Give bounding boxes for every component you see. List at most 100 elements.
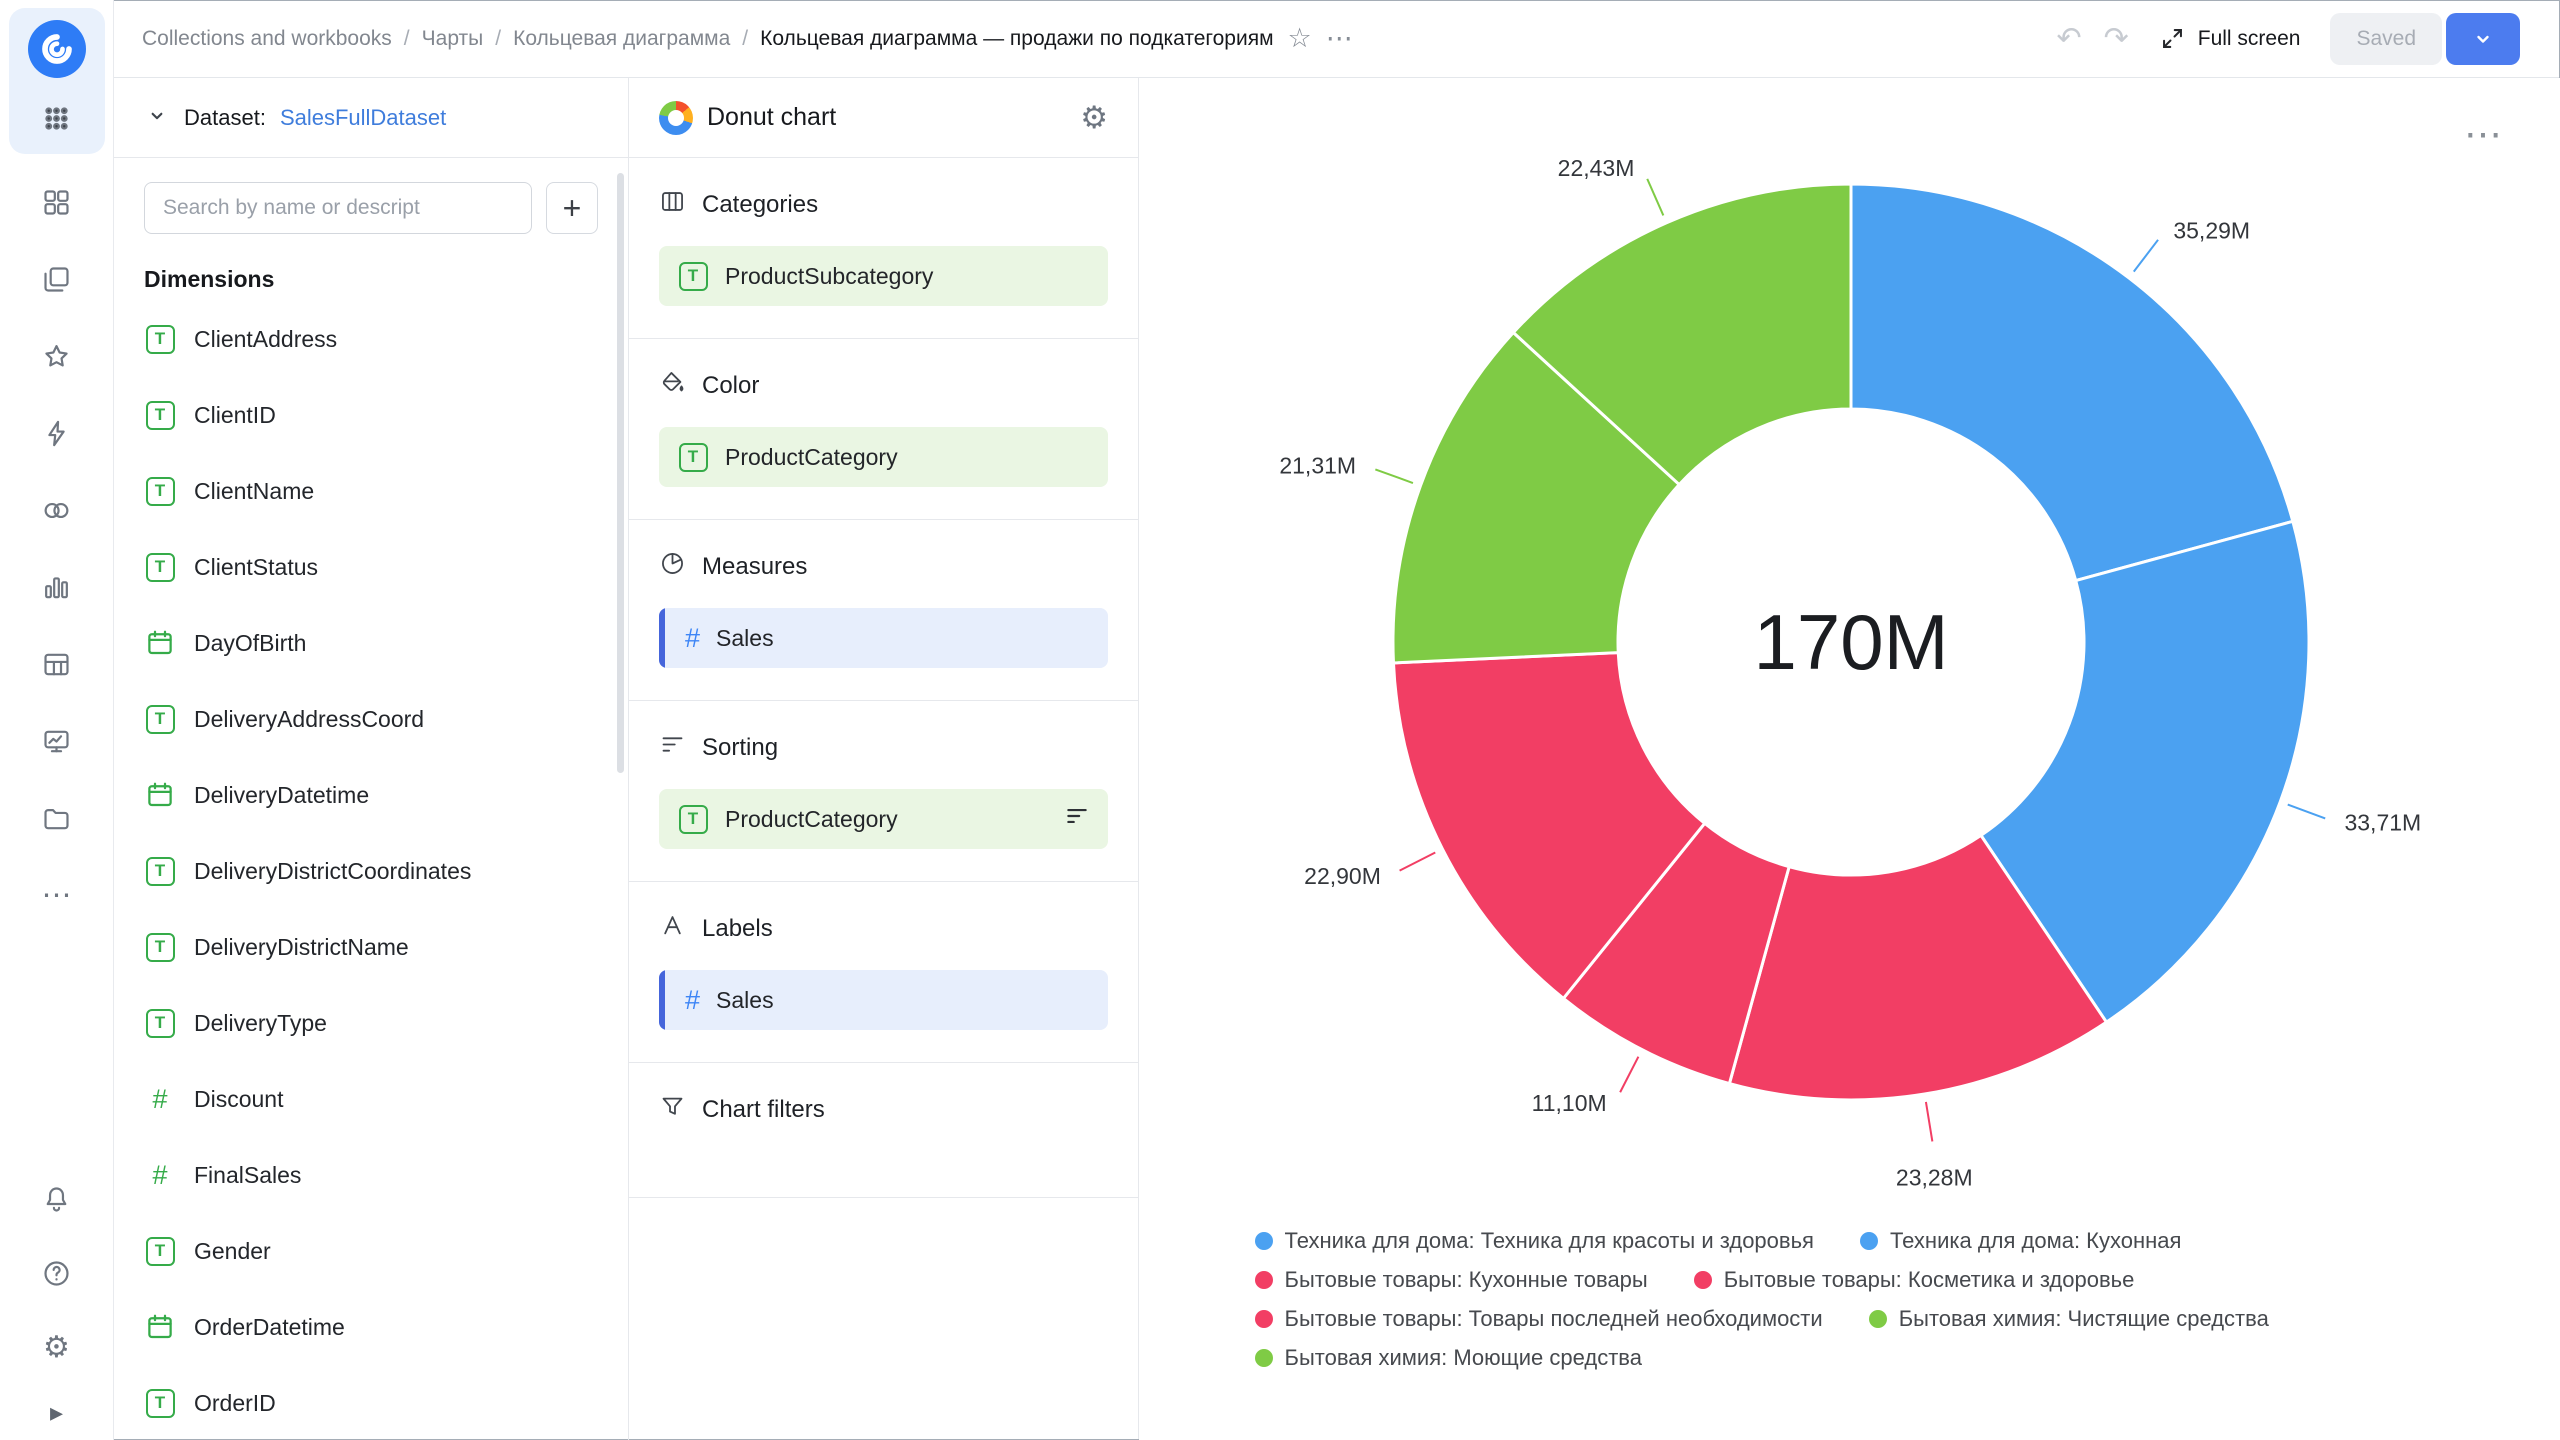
legend-item[interactable]: Бытовая химия: Моющие средства bbox=[1255, 1345, 1642, 1371]
field-item[interactable]: TDeliveryDistrictName bbox=[144, 909, 616, 985]
slice-value-label: 11,10M bbox=[1532, 1090, 1607, 1116]
text-field-icon: T bbox=[144, 857, 176, 886]
save-split-button: Saved bbox=[2330, 13, 2520, 65]
datalens-logo[interactable] bbox=[28, 20, 86, 78]
search-input[interactable] bbox=[144, 182, 532, 234]
legend-label: Техника для дома: Техника для красоты и … bbox=[1285, 1228, 1814, 1254]
section-label: Labels bbox=[702, 915, 773, 943]
field-item[interactable]: TClientStatus bbox=[144, 529, 616, 605]
field-chip[interactable]: TProductSubcategory bbox=[659, 246, 1108, 306]
field-item[interactable]: TGender bbox=[144, 1213, 616, 1289]
field-item[interactable]: DeliveryDatetime bbox=[144, 757, 616, 833]
field-name: ClientName bbox=[194, 478, 314, 505]
legend-dot bbox=[1255, 1232, 1273, 1250]
chip-label: Sales bbox=[716, 987, 774, 1014]
field-name: FinalSales bbox=[194, 1162, 301, 1189]
more-nav-icon[interactable]: ⋯ bbox=[32, 873, 82, 917]
saved-button[interactable]: Saved bbox=[2330, 13, 2442, 65]
field-item[interactable]: TClientName bbox=[144, 453, 616, 529]
settings-gear-icon[interactable]: ⚙ bbox=[32, 1325, 82, 1369]
field-item[interactable]: TClientID bbox=[144, 377, 616, 453]
field-name: DeliveryType bbox=[194, 1010, 327, 1037]
breadcrumb-item[interactable]: Чарты bbox=[422, 27, 484, 51]
columns-icon bbox=[659, 188, 686, 222]
full-screen-button[interactable]: Full screen bbox=[2159, 25, 2301, 52]
sort-direction-icon[interactable] bbox=[1064, 803, 1090, 835]
donut-chart-type-icon[interactable] bbox=[659, 101, 693, 135]
field-name: DeliveryDistrictName bbox=[194, 934, 409, 961]
folder-icon[interactable] bbox=[32, 796, 82, 840]
field-item[interactable]: T DeliveryDistrictCoordinates bbox=[144, 833, 616, 909]
field-item[interactable]: TDeliveryType bbox=[144, 985, 616, 1061]
chip-label: ProductCategory bbox=[725, 444, 898, 471]
field-item[interactable]: #Discount bbox=[144, 1061, 616, 1137]
field-item[interactable]: TDeliveryAddressCoord bbox=[144, 681, 616, 757]
calendar-field-icon bbox=[144, 628, 176, 658]
help-icon[interactable] bbox=[32, 1251, 82, 1295]
add-field-button[interactable]: + bbox=[546, 182, 598, 234]
breadcrumb-item[interactable]: Collections and workbooks bbox=[142, 27, 392, 51]
legend-item[interactable]: Техника для дома: Кухонная bbox=[1860, 1228, 2181, 1254]
field-item[interactable]: OrderDatetime bbox=[144, 1289, 616, 1365]
topbar: Collections and workbooks/Чарты/Кольцева… bbox=[114, 0, 2560, 78]
bar-chart-icon[interactable] bbox=[32, 565, 82, 609]
monitor-chart-icon[interactable] bbox=[32, 719, 82, 763]
legend-item[interactable]: Бытовые товары: Косметика и здоровье bbox=[1694, 1267, 2135, 1293]
legend-item[interactable]: Техника для дома: Техника для красоты и … bbox=[1255, 1228, 1814, 1254]
undo-icon[interactable]: ↶ bbox=[2056, 21, 2081, 56]
rings-icon[interactable] bbox=[32, 488, 82, 532]
breadcrumb-item[interactable]: Кольцевая диаграмма bbox=[513, 27, 730, 51]
field-name: DeliveryDistrictCoordinates bbox=[194, 858, 471, 885]
field-chip[interactable]: TProductCategory bbox=[659, 789, 1108, 849]
chart-preview-panel: ⋯ 35,29M33,71M23,28M11,10M22,90M21,31M22… bbox=[1139, 78, 2560, 1440]
more-actions-icon[interactable]: ⋯ bbox=[1326, 25, 1353, 52]
scrollbar-thumb[interactable] bbox=[617, 173, 624, 773]
favorite-star-icon[interactable]: ☆ bbox=[1288, 25, 1312, 52]
table-icon[interactable] bbox=[32, 642, 82, 686]
legend-item[interactable]: Бытовая химия: Чистящие средства bbox=[1869, 1306, 2269, 1332]
expand-panel-arrow-icon[interactable]: ▸ bbox=[50, 1397, 63, 1428]
text-field-icon: T bbox=[144, 1237, 176, 1266]
dataset-chevron-icon[interactable] bbox=[144, 103, 170, 132]
field-name: DayOfBirth bbox=[194, 630, 306, 657]
legend-label: Бытовая химия: Моющие средства bbox=[1285, 1345, 1642, 1371]
text-field-icon: T bbox=[144, 325, 176, 354]
dataset-header: Dataset: SalesFullDataset bbox=[114, 78, 628, 158]
field-chip[interactable]: # Sales bbox=[659, 970, 1108, 1030]
layers-icon[interactable] bbox=[32, 257, 82, 301]
save-dropdown-button[interactable] bbox=[2446, 13, 2520, 65]
squares-icon[interactable] bbox=[32, 180, 82, 224]
lightning-icon[interactable] bbox=[32, 411, 82, 455]
editor-header: Donut chart ⚙ bbox=[629, 78, 1138, 158]
apps-grid-icon[interactable] bbox=[32, 96, 82, 140]
legend-dot bbox=[1255, 1349, 1273, 1367]
number-field-icon: # bbox=[685, 985, 700, 1016]
bell-icon[interactable] bbox=[32, 1177, 82, 1221]
legend-item[interactable]: Бытовые товары: Кухонные товары bbox=[1255, 1267, 1648, 1293]
donut-slice[interactable] bbox=[1851, 184, 2293, 581]
field-item[interactable]: DayOfBirth bbox=[144, 605, 616, 681]
star-nav-icon[interactable] bbox=[32, 334, 82, 378]
field-chip[interactable]: TProductCategory bbox=[659, 427, 1108, 487]
field-item[interactable]: TClientAddress bbox=[144, 301, 616, 377]
legend-item[interactable]: Бытовые товары: Товары последней необход… bbox=[1255, 1306, 1823, 1332]
slice-value-label: 35,29M bbox=[2173, 217, 2250, 243]
field-chip[interactable]: #Sales bbox=[659, 608, 1108, 668]
label-connector-line bbox=[1647, 179, 1663, 216]
breadcrumb-item[interactable]: Кольцевая диаграмма — продажи по подкате… bbox=[760, 27, 1273, 51]
dataset-name-link[interactable]: SalesFullDataset bbox=[280, 105, 446, 131]
donut-chart: 35,29M33,71M23,28M11,10M22,90M21,31M22,4… bbox=[1139, 78, 2560, 1218]
chart-settings-gear-icon[interactable]: ⚙ bbox=[1080, 102, 1108, 133]
number-field-icon: # bbox=[685, 623, 700, 654]
fields-list: TClientAddressTClientIDTClientNameTClien… bbox=[114, 301, 628, 1440]
section-sorting: SortingTProductCategory bbox=[629, 701, 1138, 882]
letter-a-icon bbox=[659, 912, 686, 946]
field-name: OrderID bbox=[194, 1390, 276, 1417]
slice-value-label: 22,43M bbox=[1558, 155, 1635, 181]
legend-dot bbox=[1694, 1271, 1712, 1289]
field-item[interactable]: #FinalSales bbox=[144, 1137, 616, 1213]
section-label: Measures bbox=[702, 553, 807, 581]
redo-icon[interactable]: ↷ bbox=[2104, 21, 2129, 56]
breadcrumb-separator: / bbox=[495, 27, 501, 51]
field-item[interactable]: TOrderID bbox=[144, 1365, 616, 1440]
